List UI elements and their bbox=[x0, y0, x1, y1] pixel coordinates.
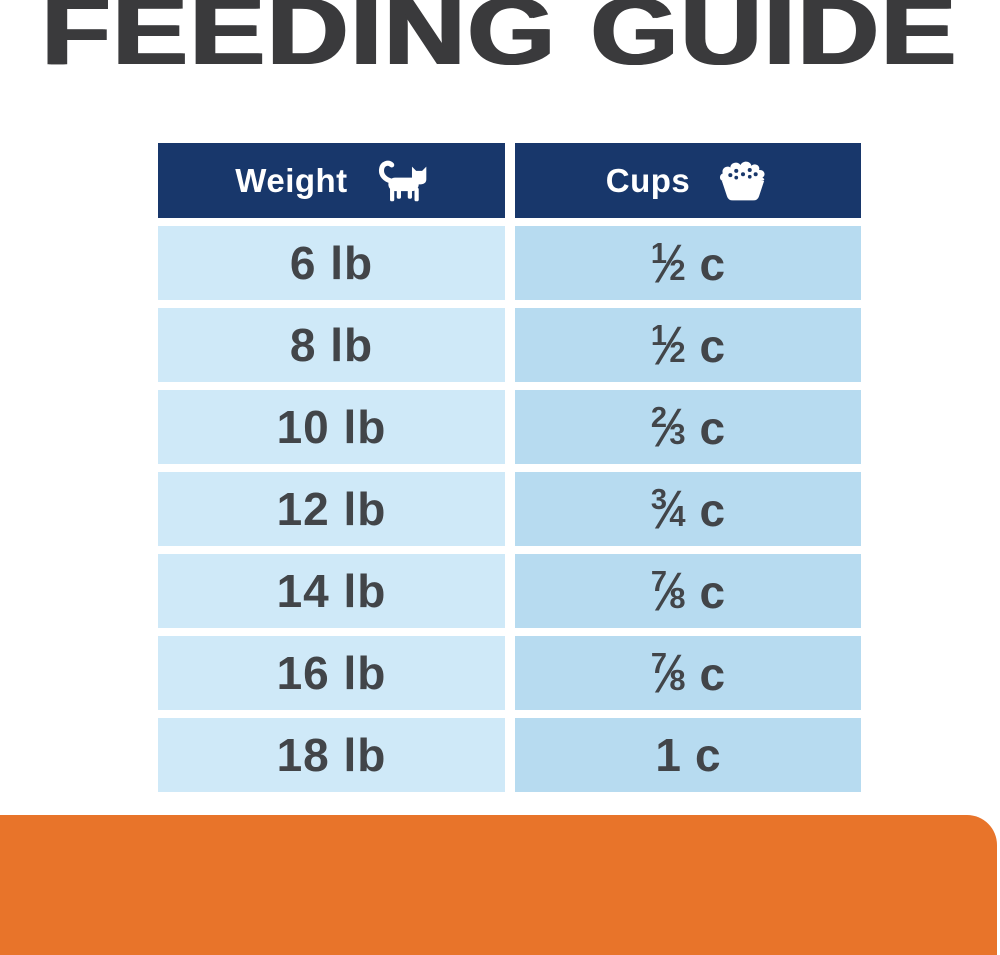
cups-value: 7 ⁄ 8 c bbox=[650, 646, 726, 704]
cups-column-label: Cups bbox=[605, 161, 691, 199]
cups-value: 2 ⁄ 3 c bbox=[650, 400, 726, 458]
weight-value: 12 lb bbox=[276, 483, 387, 535]
cups-cell: 2 ⁄ 3 c bbox=[515, 390, 861, 464]
cups-cell: 1 ⁄ 2 c bbox=[515, 226, 861, 300]
cups-value: 3 ⁄ 4 c bbox=[650, 482, 726, 540]
weight-cell: 16 lb bbox=[158, 636, 505, 710]
weight-cell: 14 lb bbox=[158, 554, 505, 628]
weight-cell: 12 lb bbox=[158, 472, 505, 546]
cat-icon bbox=[374, 158, 428, 204]
weight-cell: 6 lb bbox=[158, 226, 505, 300]
orange-footer-bar bbox=[0, 815, 997, 955]
weight-value: 10 lb bbox=[276, 401, 387, 453]
weight-cell: 8 lb bbox=[158, 308, 505, 382]
cups-value: 7 ⁄ 8 c bbox=[650, 564, 726, 622]
weight-cell: 18 lb bbox=[158, 718, 505, 792]
cups-value: 1 ⁄ 2 c bbox=[650, 236, 726, 294]
cups-value: 1 ⁄ 2 c bbox=[650, 318, 726, 376]
weight-column-label: Weight bbox=[235, 161, 348, 199]
cups-column-header: Cups bbox=[515, 143, 861, 218]
weight-value: 8 lb bbox=[289, 319, 374, 371]
weight-cell: 10 lb bbox=[158, 390, 505, 464]
weight-value: 18 lb bbox=[276, 729, 387, 781]
weight-column-header: Weight bbox=[158, 143, 505, 218]
cups-cell: 7 ⁄ 8 c bbox=[515, 554, 861, 628]
weight-value: 6 lb bbox=[289, 237, 374, 289]
weight-value: 14 lb bbox=[276, 565, 387, 617]
page-title: FEEDING GUIDE bbox=[41, 0, 959, 85]
cups-cell: 7 ⁄ 8 c bbox=[515, 636, 861, 710]
cups-cell: 3 ⁄ 4 c bbox=[515, 472, 861, 546]
feeding-table: Weight Cups bbox=[158, 143, 861, 792]
food-bowl-icon bbox=[716, 160, 770, 202]
cups-cell: 1 ⁄ 2 c bbox=[515, 308, 861, 382]
weight-value: 16 lb bbox=[276, 647, 387, 699]
